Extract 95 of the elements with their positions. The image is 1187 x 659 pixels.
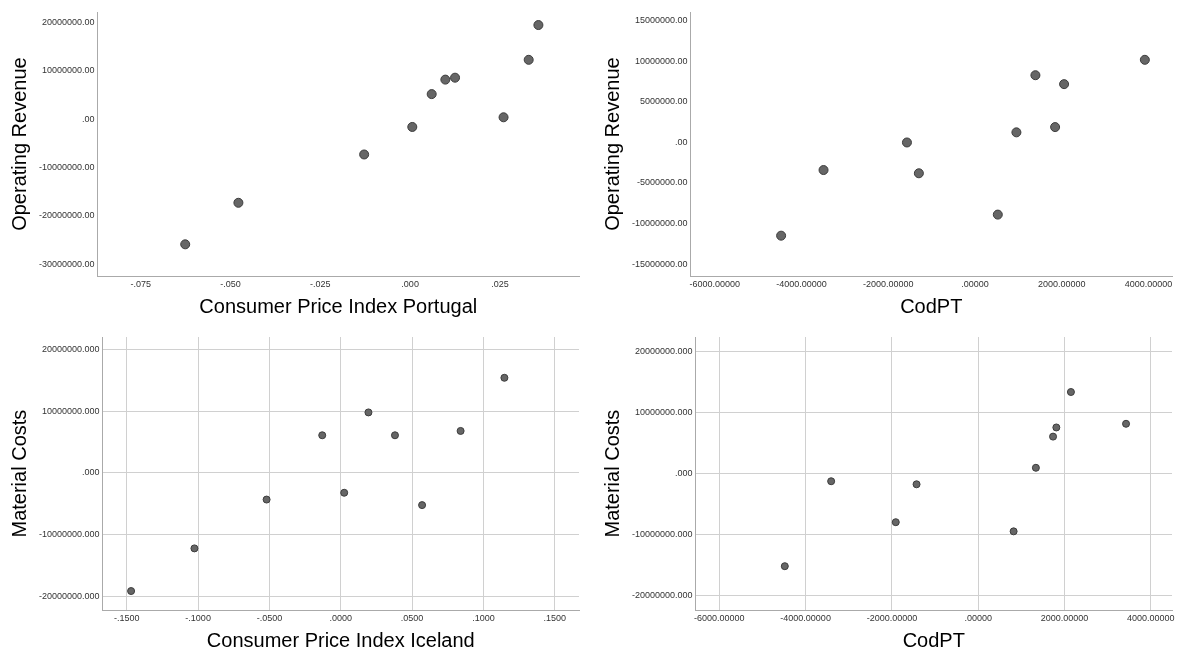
x-tick-label: -6000.00000 [689,279,741,290]
y-tick-label: 5000000.00 [639,96,688,107]
y-tick-label: -20000000.000 [631,590,693,601]
point [1059,79,1070,90]
x-tick-label: -.1500 [114,613,140,624]
x-tick-label: -4000.00000 [780,613,831,624]
point [1030,70,1041,81]
y-tick-label: 15000000.00 [634,15,688,26]
y-tick-label: -5000000.00 [637,177,688,188]
y-tick-label: -10000000.00 [631,218,688,229]
point [426,89,437,100]
point [776,230,787,241]
point [318,431,327,440]
x-tick-label: -6000.00000 [694,613,745,624]
y-tick-label: 20000000.00 [41,17,95,28]
point [407,121,418,132]
point [1009,527,1018,536]
x-tick-label: -2000.00000 [866,613,918,624]
y-tick-label: .000 [675,467,693,478]
x-tick-label: 2000.00000 [1038,279,1086,290]
y-tick-label: 10000000.00 [41,65,95,76]
point [498,112,509,123]
point [390,431,399,440]
point [364,408,373,417]
point [1066,388,1075,397]
point [1122,419,1131,428]
x-axis-title: CodPT [900,294,963,317]
x-tick-label: .0000 [329,613,353,624]
point [523,54,534,65]
x-tick-label: 4000.00000 [1127,613,1175,624]
y-axis-title: Operating Revenue [600,57,623,231]
y-axis-title: Material Costs [600,409,623,538]
point [912,480,921,489]
y-tick-label: -20000000.00 [38,210,95,221]
y-axis-title: Operating Revenue [7,57,30,231]
y-tick-label: -20000000.000 [38,591,100,602]
y-tick-label: -10000000.000 [631,528,693,539]
y-tick-label: -15000000.00 [631,258,688,269]
x-tick-label: .1000 [472,613,495,624]
point [440,74,451,85]
point [827,477,836,486]
x-tick-label: -.075 [130,279,151,290]
point [340,488,349,497]
point [913,168,924,179]
x-axis-title: Consumer Price Index Portugal [199,294,478,317]
point [818,165,829,176]
x-tick-label: .000 [401,279,419,290]
x-tick-label: -.025 [310,279,331,290]
y-tick-label: -30000000.00 [38,258,95,269]
x-tick-label: -.1000 [185,613,211,624]
x-tick-label: 4000.00000 [1124,279,1173,290]
point [500,373,509,382]
x-tick-label: -.0500 [256,613,283,624]
point [901,137,912,148]
point [992,209,1003,220]
x-axis-title: Consumer Price Index Iceland [206,628,475,651]
y-tick-label: .00 [82,113,95,124]
point [1049,432,1058,441]
x-axis-title: CodPT [902,628,965,651]
point [1139,54,1150,65]
point [891,518,900,527]
x-tick-label: .1500 [543,613,567,624]
x-tick-label: .00000 [964,613,992,624]
y-tick-label: -10000000.000 [38,529,100,540]
point [533,20,544,31]
point [190,544,199,553]
point [1052,423,1061,432]
y-tick-label: .00 [675,136,688,147]
y-tick-label: 10000000.000 [634,406,693,417]
point [262,495,271,504]
x-tick-label: -.050 [220,279,241,290]
y-tick-label: 20000000.000 [634,345,693,356]
point [456,426,465,435]
y-tick-label: -10000000.00 [38,162,95,173]
point [1031,463,1040,472]
x-tick-label: 2000.00000 [1040,613,1089,624]
point [180,239,191,250]
point [450,72,461,83]
y-tick-label: 10000000.00 [634,55,688,66]
x-tick-label: -2000.00000 [863,279,914,290]
point [1011,127,1022,138]
y-tick-label: .000 [82,467,100,478]
point [780,562,789,571]
y-tick-label: 10000000.000 [41,405,100,416]
point [418,501,427,510]
point [359,149,370,160]
point [233,197,244,208]
x-tick-label: .025 [491,279,509,290]
x-tick-label: .0500 [400,613,424,624]
y-axis-title: Material Costs [7,409,30,538]
point [1050,122,1061,133]
x-tick-label: .00000 [961,279,989,290]
y-tick-label: 20000000.000 [41,343,100,354]
point [127,587,136,596]
x-tick-label: -4000.00000 [776,279,827,290]
